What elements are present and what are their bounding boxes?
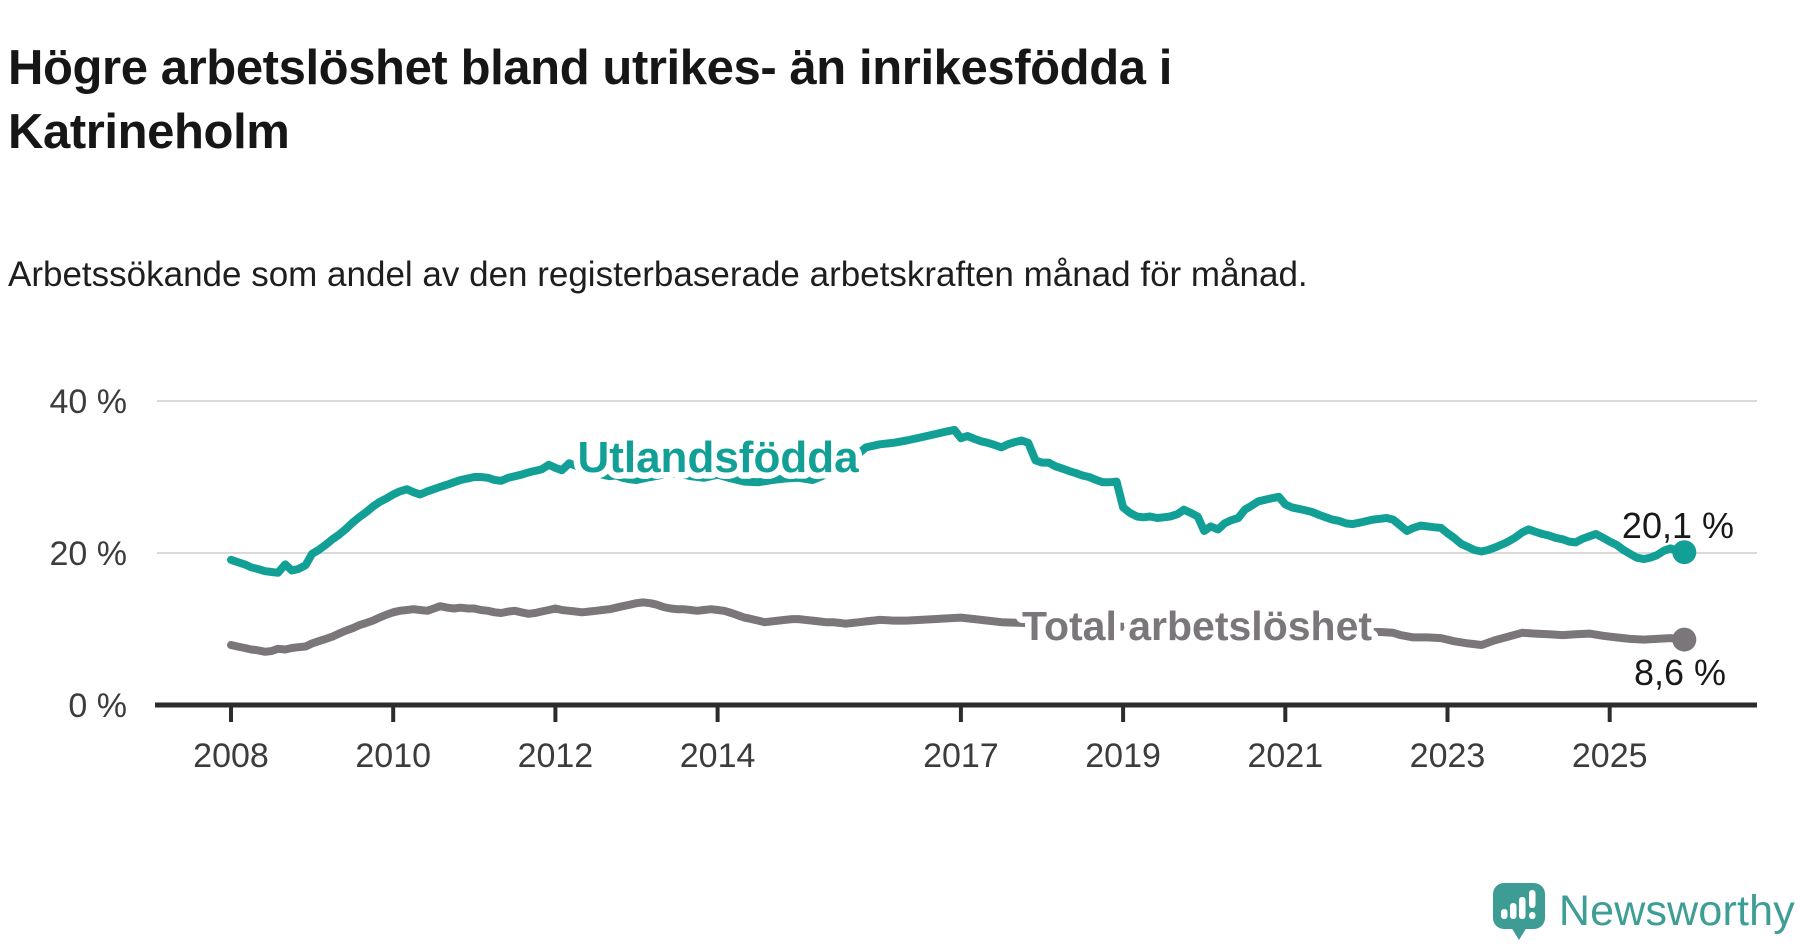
- newsworthy-logo: Newsworthy: [1492, 882, 1795, 940]
- series-label: Utlandsfödda: [577, 433, 859, 482]
- y-tick-label: 0 %: [68, 687, 127, 725]
- x-tick-label: 2017: [923, 737, 999, 775]
- newsworthy-wordmark: Newsworthy: [1558, 886, 1795, 935]
- x-tick-label: 2023: [1410, 737, 1486, 775]
- series-line-total: [227, 598, 1689, 656]
- series-line-utlandsfodda: [227, 425, 1689, 577]
- x-tick-label: 2014: [680, 737, 756, 775]
- x-tick-label: 2008: [193, 737, 269, 775]
- chart-subtitle: Arbetssökande som andel av den registerb…: [8, 255, 1308, 294]
- series-end-dot: [1672, 540, 1697, 565]
- newsworthy-icon: [1492, 883, 1545, 940]
- series-end-value: 8,6 %: [1634, 652, 1726, 693]
- x-tick-label: 2021: [1247, 737, 1323, 775]
- x-tick-label: 2019: [1085, 737, 1161, 775]
- x-tick-label: 2010: [355, 737, 431, 775]
- series-end-value: 20,1 %: [1622, 505, 1734, 546]
- y-tick-label: 20 %: [50, 535, 128, 573]
- series-label: Total arbetslöshet: [1022, 603, 1372, 649]
- series-end-dot: [1672, 627, 1697, 652]
- x-tick-label: 2025: [1572, 737, 1648, 775]
- x-tick-label: 2012: [518, 737, 594, 775]
- y-tick-label: 40 %: [50, 383, 128, 421]
- chart-title: Högre arbetslöshet bland utrikes- än inr…: [8, 40, 1173, 159]
